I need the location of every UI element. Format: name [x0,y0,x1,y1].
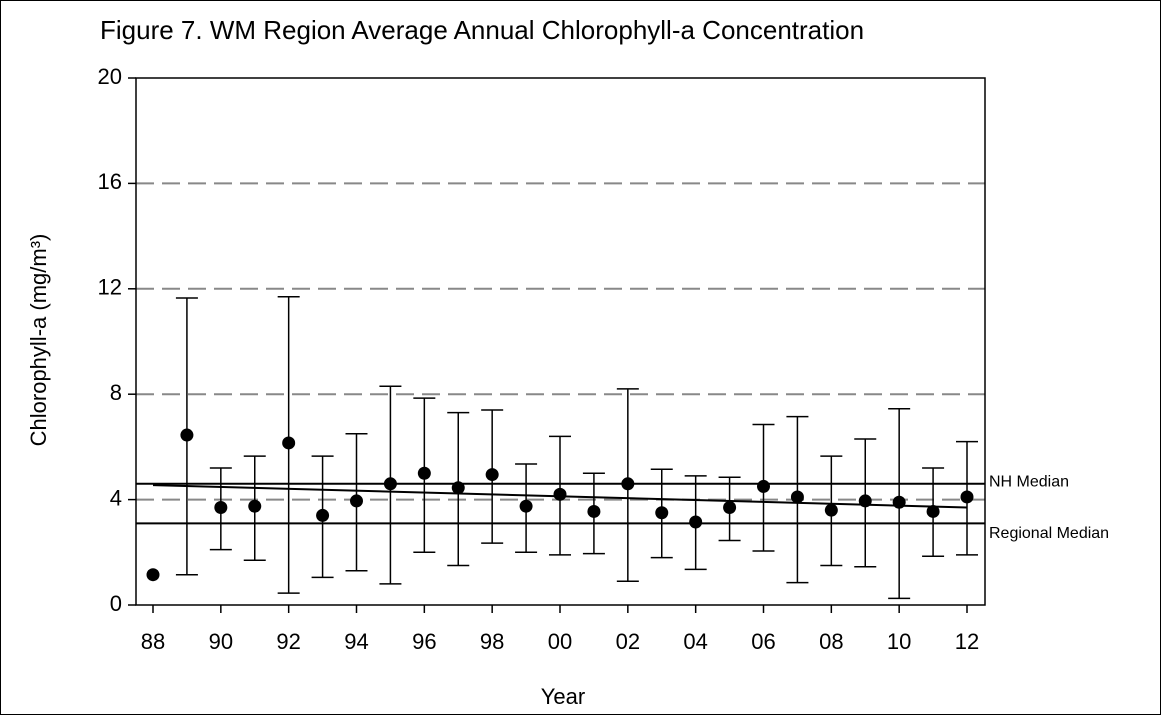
data-point [316,508,330,522]
reference-label: NH Median [989,473,1069,490]
x-tick-label: 88 [141,629,165,654]
y-tick-label: 8 [110,380,122,405]
x-axis-label: Year [541,684,585,709]
x-tick-label: 12 [955,629,979,654]
y-axis-label: Chlorophyll-a (mg/m³) [26,234,51,447]
x-tick-label: 04 [683,629,707,654]
data-point [214,501,228,515]
plot-area [135,77,986,606]
data-point [655,506,669,520]
x-tick-label: 92 [276,629,300,654]
x-tick-label: 00 [548,629,572,654]
data-point [790,490,804,504]
x-tick-label: 06 [751,629,775,654]
data-point [519,499,533,513]
y-tick-label: 16 [98,169,122,194]
x-tick-label: 96 [412,629,436,654]
data-point [146,568,160,582]
data-point [180,428,194,442]
data-point [689,515,703,529]
x-tick-label: 90 [209,629,233,654]
data-point [926,504,940,518]
y-tick-label: 4 [110,485,122,510]
y-tick-label: 0 [110,591,122,616]
x-tick-label: 94 [344,629,368,654]
reference-label: Regional Median [989,525,1109,542]
x-tick-label: 98 [480,629,504,654]
data-point [824,503,838,517]
data-point [892,495,906,509]
data-point [485,468,499,482]
x-tick-label: 10 [887,629,911,654]
data-point [417,466,431,480]
y-tick-label: 20 [98,64,122,89]
data-point [621,477,635,491]
y-tick-label: 12 [98,275,122,300]
data-point [960,490,974,504]
data-point [451,481,465,495]
x-tick-label: 08 [819,629,843,654]
data-point [757,479,770,493]
data-point [723,501,737,515]
data-point [587,504,601,518]
data-point [383,477,397,491]
chart-title: Figure 7. WM Region Average Annual Chlor… [100,15,864,45]
data-point [553,487,567,501]
data-point [248,499,262,513]
x-tick-label: 02 [616,629,640,654]
data-point [282,436,296,450]
data-point [858,494,872,508]
data-point [350,494,363,508]
